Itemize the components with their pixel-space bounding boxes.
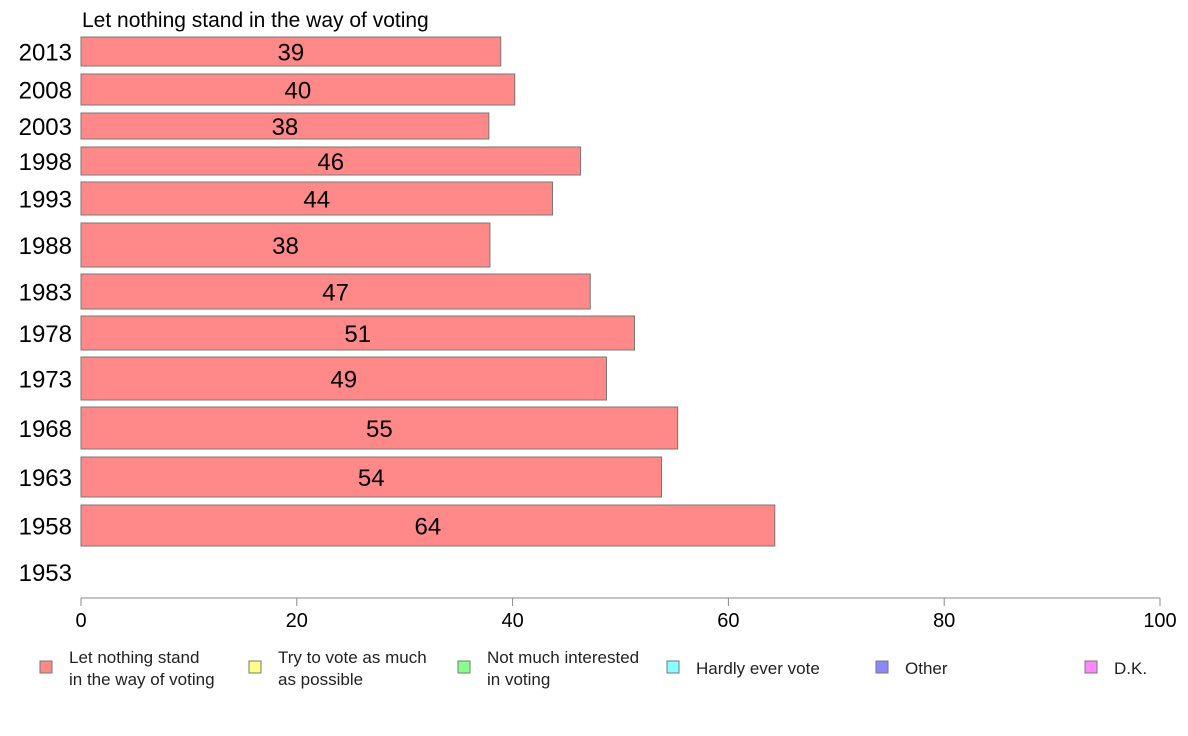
bar-value-label: 46 [317,149,344,176]
x-axis: 0 20 40 60 80 100 [75,597,1177,632]
bar [80,222,491,268]
bar-value-label: 40 [285,78,312,105]
category-label: 1978 [19,321,72,348]
legend-swatch [1084,660,1098,674]
bar [80,456,663,498]
bar [80,315,636,351]
category-label: 2013 [19,40,72,67]
bar [80,504,776,547]
chart-title: Let nothing stand in the way of voting [82,9,429,32]
legend-label: as possible [278,670,363,689]
category-label: 1988 [19,233,72,260]
x-tick-label: 20 [286,610,308,632]
legend-label: Not much interested [487,648,639,667]
bar-value-label: 38 [272,233,299,260]
category-label: 1968 [19,416,72,443]
category-label: 1993 [19,187,72,214]
legend-label: Try to vote as much [278,648,427,667]
legend-label: Hardly ever vote [696,659,820,678]
bar [80,273,591,310]
legend-label: Other [905,659,948,678]
legend-swatch [248,660,262,674]
legend-label: Let nothing stand [69,648,199,667]
bar [80,406,679,450]
x-tick-label: 60 [717,610,739,632]
bar [80,356,607,401]
legend: Let nothing stand in the way of voting Try… [39,648,1147,689]
legend-swatch [39,660,53,674]
category-label: 1973 [19,367,72,394]
bar [80,73,516,106]
legend-swatch [457,660,471,674]
bar-value-label: 44 [303,187,330,214]
bar [80,36,502,67]
bars-group: 2013 39 2008 40 2003 38 1998 46 1993 44 1988 38 1983… [19,36,776,587]
x-tick-label: 80 [933,610,955,632]
x-tick-label: 0 [75,610,86,632]
bar-value-label: 64 [415,514,442,541]
legend-label: D.K. [1114,659,1147,678]
bar [80,181,554,216]
bar-value-label: 55 [366,416,393,443]
category-label: 1963 [19,465,72,492]
bar [80,112,490,140]
bar-value-label: 54 [358,465,385,492]
category-label: 1958 [19,514,72,541]
category-label: 2008 [19,78,72,105]
legend-label: in the way of voting [69,670,215,689]
bar-value-label: 38 [272,114,299,141]
category-label: 1998 [19,149,72,176]
legend-swatch [875,660,889,674]
category-label: 1953 [19,560,72,587]
bar [80,146,582,176]
bar-value-label: 47 [322,280,349,307]
category-label: 2003 [19,114,72,141]
x-tick-label: 100 [1143,610,1176,632]
legend-label: in voting [487,670,550,689]
legend-swatch [666,660,680,674]
bar-value-label: 51 [344,321,371,348]
bar-value-label: 39 [278,40,305,67]
x-tick-label: 40 [501,610,523,632]
category-label: 1983 [19,280,72,307]
bar-value-label: 49 [330,367,357,394]
